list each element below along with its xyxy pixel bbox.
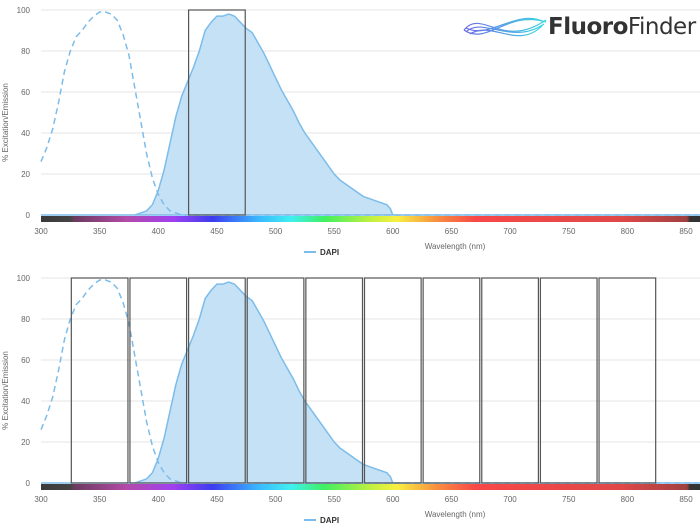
x-tick-label: 600: [386, 227, 400, 236]
x-tick-label: 850: [679, 495, 693, 504]
wavelength-spectrum-bar: [41, 216, 700, 222]
x-tick-label: 550: [328, 495, 342, 504]
fluorofinder-logo: FluoroFinder: [462, 10, 696, 44]
excitation-line: [40, 11, 698, 216]
y-tick-label: 60: [21, 88, 30, 97]
filter-box: [70, 277, 129, 484]
x-tick-label: 450: [210, 495, 224, 504]
x-axis-title: Wavelength (nm): [425, 510, 486, 519]
filter-box: [187, 9, 246, 216]
y-tick-label: 0: [26, 211, 31, 220]
x-tick-label: 350: [93, 495, 107, 504]
x-tick-label: 400: [152, 495, 166, 504]
y-tick-label: 80: [21, 315, 30, 324]
x-tick-label: 500: [269, 495, 283, 504]
filter-box: [363, 277, 422, 484]
x-tick-label: 750: [562, 227, 576, 236]
x-tick-label: 600: [386, 495, 400, 504]
excitation-line: [40, 279, 698, 484]
x-tick-label: 300: [34, 495, 48, 504]
y-tick-label: 80: [21, 47, 30, 56]
x-tick-label: 800: [621, 495, 635, 504]
x-tick-label: 400: [152, 227, 166, 236]
x-axis-title: Wavelength (nm): [425, 242, 486, 251]
emission-area: [134, 14, 393, 215]
y-axis-title: % Excitation/Emission: [1, 351, 10, 430]
filter-box: [246, 277, 305, 484]
y-tick-label: 40: [21, 397, 30, 406]
legend-item-dapi: DAPI: [320, 248, 339, 257]
legend-item-dapi: DAPI: [320, 516, 339, 525]
emission-line: [134, 281, 394, 484]
filter-box: [481, 277, 540, 484]
x-tick-label: 800: [621, 227, 635, 236]
x-tick-label: 500: [269, 227, 283, 236]
y-tick-label: 20: [21, 438, 30, 447]
emission-area: [134, 282, 393, 483]
x-tick-label: 350: [93, 227, 107, 236]
x-tick-label: 700: [503, 495, 517, 504]
x-tick-label: 450: [210, 227, 224, 236]
emission-line: [134, 13, 394, 216]
filter-box: [129, 277, 188, 484]
x-tick-label: 650: [445, 495, 459, 504]
logo-wave-icon: [463, 17, 547, 37]
y-axis-title: % Excitation/Emission: [1, 83, 10, 162]
filter-box: [305, 277, 364, 484]
x-tick-label: 700: [503, 227, 517, 236]
x-tick-label: 650: [445, 227, 459, 236]
filter-box: [598, 277, 657, 484]
filter-box: [422, 277, 481, 484]
x-tick-label: 550: [328, 227, 342, 236]
filter-box: [187, 277, 246, 484]
wavelength-spectrum-bar: [41, 484, 700, 490]
logo-text: FluoroFinder: [548, 14, 696, 40]
y-tick-label: 100: [17, 274, 31, 283]
y-tick-label: 60: [21, 356, 30, 365]
x-tick-label: 300: [34, 227, 48, 236]
filter-box: [539, 277, 598, 484]
x-tick-label: 750: [562, 495, 576, 504]
x-tick-label: 850: [679, 227, 693, 236]
y-tick-label: 0: [26, 479, 31, 488]
y-tick-label: 100: [17, 6, 31, 15]
y-tick-label: 40: [21, 129, 30, 138]
y-tick-label: 20: [21, 170, 30, 179]
